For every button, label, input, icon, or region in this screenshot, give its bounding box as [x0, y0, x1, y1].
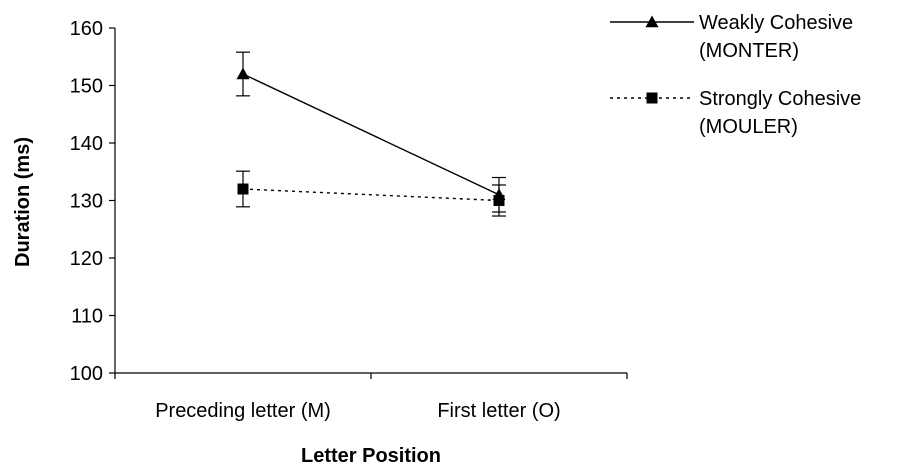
x-ticks: Preceding letter (M) First letter (O): [114, 373, 628, 422]
legend: Weakly Cohesive (MONTER) Strongly Cohesive…: [610, 12, 861, 138]
x-tick-label: Preceding letter (M): [155, 400, 331, 422]
legend-marker: [645, 15, 659, 28]
y-tick-label: 140: [70, 133, 103, 155]
x-axis-title: Letter Position: [301, 445, 441, 467]
series-1: [236, 51, 506, 213]
legend-entry-1: Weakly Cohesive (MONTER): [610, 12, 853, 62]
data-point: [236, 67, 250, 80]
legend-marker: [646, 92, 658, 104]
series-line: [242, 73, 500, 196]
y-tick-label: 130: [70, 191, 103, 213]
data-point: [237, 183, 249, 195]
series-layer: [236, 51, 506, 217]
y-ticks: 100 110 120 130 140 150 160: [70, 18, 115, 385]
series-2: [236, 170, 506, 217]
legend-entry-2: Strongly Cohesive (MOULER): [610, 88, 861, 138]
y-tick-label: 150: [70, 76, 103, 98]
legend-label: (MOULER): [699, 116, 798, 138]
y-tick-label: 100: [70, 363, 103, 385]
y-axis-title: Duration (ms): [12, 137, 34, 267]
y-tick-label: 110: [71, 306, 103, 328]
legend-label: Weakly Cohesive: [699, 12, 853, 34]
data-point: [493, 195, 505, 206]
y-tick-label: 160: [70, 18, 103, 40]
legend-label: (MONTER): [699, 40, 799, 62]
legend-label: Strongly Cohesive: [699, 88, 861, 110]
x-tick-label: First letter (O): [437, 400, 560, 422]
axes: [114, 28, 627, 374]
series-line: [242, 188, 500, 202]
y-tick-label: 120: [70, 248, 103, 270]
